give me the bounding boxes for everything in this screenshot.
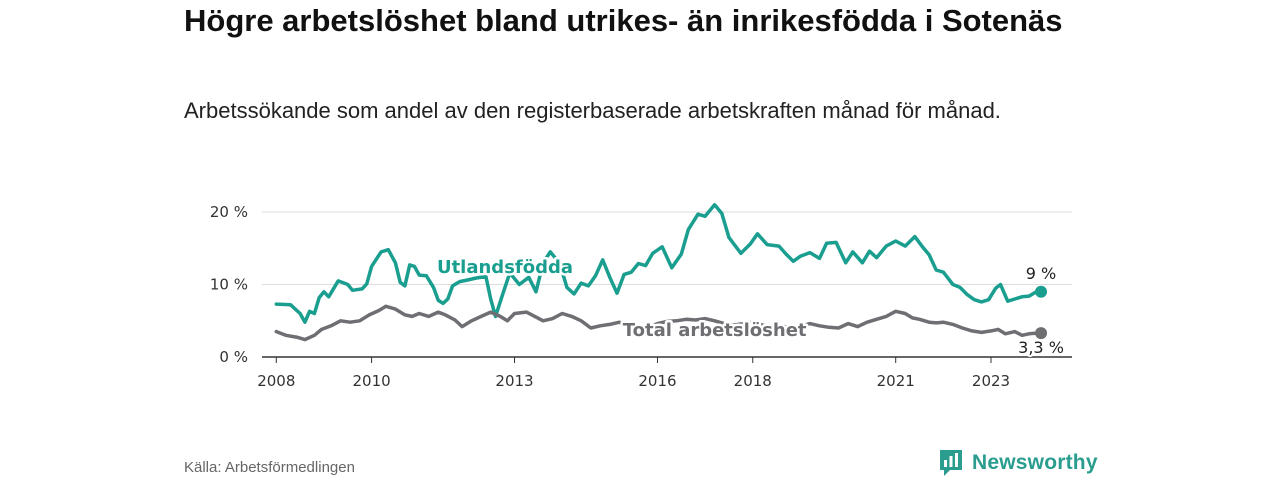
- x-tick-label: 2018: [734, 372, 772, 390]
- x-tick-label: 2010: [352, 372, 390, 390]
- x-tick-label: 2023: [972, 372, 1010, 390]
- end-value-label: 9 %: [1026, 264, 1056, 283]
- series-end-dot: [1035, 327, 1048, 340]
- y-tick-label: 20 %: [210, 203, 248, 221]
- x-axis-ticks: 2008 2010 2013 2016 2018 2021 2023: [257, 357, 1010, 390]
- end-value-label: 3,3 %: [1018, 338, 1064, 357]
- y-tick-label: 0 %: [219, 348, 248, 366]
- newsworthy-logo-icon: [940, 450, 962, 476]
- x-tick-label: 2021: [877, 372, 915, 390]
- x-tick-label: 2008: [257, 372, 295, 390]
- source-note: Källa: Arbetsförmedlingen: [184, 459, 355, 476]
- end-value-halo: 3,3 %: [1018, 338, 1064, 357]
- series-line-utlandsfodda: [274, 203, 1043, 324]
- gridlines: [262, 211, 1072, 358]
- y-axis-ticks: 0 % 10 % 20 %: [210, 203, 248, 366]
- chart-title: Högre arbetslöshet bland utrikes- än inr…: [184, 3, 1063, 38]
- series-label: Total arbetslöshet: [623, 320, 807, 341]
- series-lines: [274, 203, 1048, 342]
- x-tick-label: 2013: [495, 372, 533, 390]
- y-tick-label: 10 %: [210, 276, 248, 294]
- series-label-halo: Utlandsfödda: [437, 257, 573, 278]
- series-label: Utlandsfödda: [437, 257, 573, 278]
- brand-logo: Newsworthy: [938, 448, 1098, 478]
- x-tick-label: 2016: [638, 372, 676, 390]
- series-label-halo: Total arbetslöshet: [623, 320, 807, 341]
- brand-name: Newsworthy: [972, 451, 1098, 474]
- series-line-total: [274, 304, 1043, 342]
- series-end-dot: [1035, 285, 1048, 298]
- end-value-halo: 9 %: [1026, 264, 1056, 283]
- chart-subtitle: Arbetssökande som andel av den registerb…: [184, 98, 1001, 123]
